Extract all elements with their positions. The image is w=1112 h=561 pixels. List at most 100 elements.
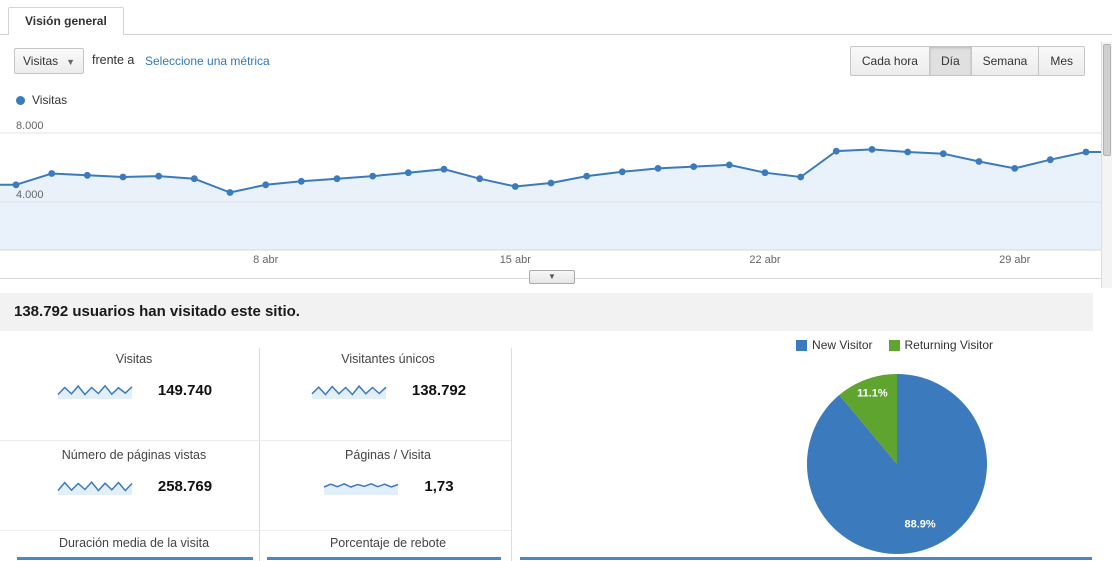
metric-value: 258.769 — [157, 477, 213, 495]
x-axis-label: 15 abr — [500, 254, 532, 266]
sparkline — [57, 480, 133, 495]
metric-dropdown[interactable]: Visitas ▼ — [14, 48, 85, 74]
row-divider — [0, 440, 511, 441]
cutoff-sparkline — [17, 557, 253, 560]
granularity-mes-button[interactable]: Mes — [1038, 46, 1085, 76]
chevron-down-icon: ▼ — [66, 57, 76, 67]
data-point[interactable] — [547, 179, 555, 187]
pie-slice[interactable] — [806, 374, 987, 554]
metric-porcentaje-rebote: Porcentaje de rebote — [272, 536, 504, 561]
data-point[interactable] — [369, 172, 377, 180]
data-point[interactable] — [761, 169, 769, 177]
pie-slice-label: 11.1% — [857, 387, 888, 399]
x-axis-label: 22 abr — [749, 254, 781, 266]
data-point[interactable] — [155, 172, 163, 180]
data-point[interactable] — [690, 163, 698, 170]
visits-timeline-chart[interactable]: 4.000 8.000 8 abr 15 abr 22 abr 29 abr — [0, 116, 1112, 268]
granularity-button-group: Cada hora Día Semana Mes — [849, 46, 1085, 76]
pie-slice-label: 88.9% — [904, 518, 935, 530]
cutoff-section-edge — [520, 557, 1092, 560]
data-point[interactable] — [511, 183, 519, 190]
metric-visitas: Visitas 149.740 — [18, 352, 250, 400]
metric-paginas-vistas: Número de páginas vistas 258.769 — [18, 448, 250, 496]
legend-label: Returning Visitor — [904, 338, 994, 352]
compare-label: frente a — [92, 53, 135, 67]
chart-toolbar: Visitas ▼ frente a Seleccione una métrica… — [0, 46, 1112, 78]
data-point[interactable] — [297, 177, 305, 185]
x-axis-label: 8 abr — [253, 254, 278, 266]
y-axis-label: 4.000 — [16, 189, 44, 201]
metric-label: Páginas / Visita — [345, 448, 431, 462]
summary-bar: 138.792 usuarios han visitado este sitio… — [0, 293, 1093, 331]
pie-slice[interactable] — [839, 374, 897, 464]
data-point[interactable] — [440, 165, 448, 173]
pie-legend: New Visitor Returning Visitor — [796, 338, 993, 352]
select-metric-link[interactable]: Seleccione una métrica — [145, 54, 270, 68]
data-point[interactable] — [83, 171, 91, 179]
pie-legend-item[interactable]: New Visitor — [796, 338, 873, 352]
metric-label: Visitantes únicos — [341, 352, 435, 366]
data-point[interactable] — [832, 147, 840, 155]
timeline-collapse-button[interactable]: ▼ — [529, 270, 575, 284]
metric-paginas-visita: Páginas / Visita 1,73 — [272, 448, 504, 496]
vertical-scrollbar[interactable] — [1101, 42, 1112, 288]
tab-bar: Visión general — [0, 6, 1112, 35]
row-divider — [0, 530, 511, 531]
chevron-down-icon: ▼ — [548, 272, 556, 281]
data-point[interactable] — [975, 158, 983, 165]
tab-vision-general[interactable]: Visión general — [8, 7, 124, 35]
data-point[interactable] — [119, 173, 127, 181]
tab-label: Visión general — [25, 14, 107, 28]
data-point[interactable] — [618, 168, 626, 176]
summary-text: 138.792 usuarios han visitado este sitio… — [14, 303, 300, 320]
data-point[interactable] — [939, 150, 947, 158]
granularity-semana-button[interactable]: Semana — [970, 46, 1040, 76]
metric-dropdown-value: Visitas — [23, 54, 59, 68]
data-point[interactable] — [404, 169, 412, 177]
data-point[interactable] — [226, 189, 234, 196]
metric-label: Porcentaje de rebote — [329, 536, 447, 550]
data-point[interactable] — [190, 175, 198, 183]
data-point[interactable] — [904, 148, 912, 156]
granularity-cada-hora-button[interactable]: Cada hora — [849, 46, 930, 76]
data-point[interactable] — [654, 165, 662, 172]
sparkline — [311, 384, 387, 399]
data-point[interactable] — [583, 172, 591, 180]
series-dot-icon — [16, 96, 25, 105]
data-point[interactable] — [476, 175, 484, 183]
data-point[interactable] — [333, 175, 341, 183]
metric-label: Visitas — [115, 352, 153, 366]
metric-duracion-media: Duración media de la visita — [18, 536, 250, 561]
metric-value: 149.740 — [157, 381, 213, 399]
legend-swatch-icon — [888, 339, 900, 351]
data-point[interactable] — [12, 181, 20, 189]
metric-value: 1,73 — [424, 477, 454, 495]
data-point[interactable] — [48, 170, 56, 177]
sparkline — [324, 482, 399, 495]
data-point[interactable] — [797, 173, 805, 181]
data-point[interactable] — [1082, 148, 1090, 156]
cutoff-sparkline — [267, 557, 501, 560]
visitor-type-chart[interactable]: 88.9% 11.1% — [797, 369, 1007, 561]
data-point[interactable] — [262, 181, 270, 189]
sparkline — [57, 384, 133, 399]
scrollbar-thumb[interactable] — [1103, 44, 1111, 156]
y-axis-label: 8.000 — [16, 120, 44, 132]
pie-legend-item[interactable]: Returning Visitor — [888, 338, 994, 352]
data-point[interactable] — [1046, 156, 1054, 164]
x-axis-label: 29 abr — [999, 254, 1031, 266]
series-label: Visitas — [32, 93, 68, 107]
legend-label: New Visitor — [812, 338, 873, 352]
column-divider — [259, 348, 260, 561]
column-divider — [511, 348, 512, 561]
metric-label: Número de páginas vistas — [61, 448, 207, 462]
data-point[interactable] — [1011, 165, 1019, 172]
chart-series-legend: Visitas — [16, 93, 67, 107]
metric-visitantes-unicos: Visitantes únicos 138.792 — [272, 352, 504, 400]
data-point[interactable] — [725, 161, 733, 169]
metric-value: 138.792 — [411, 381, 467, 399]
granularity-dia-button[interactable]: Día — [928, 46, 972, 76]
data-point[interactable] — [868, 146, 876, 153]
metric-label: Duración media de la visita — [58, 536, 210, 550]
